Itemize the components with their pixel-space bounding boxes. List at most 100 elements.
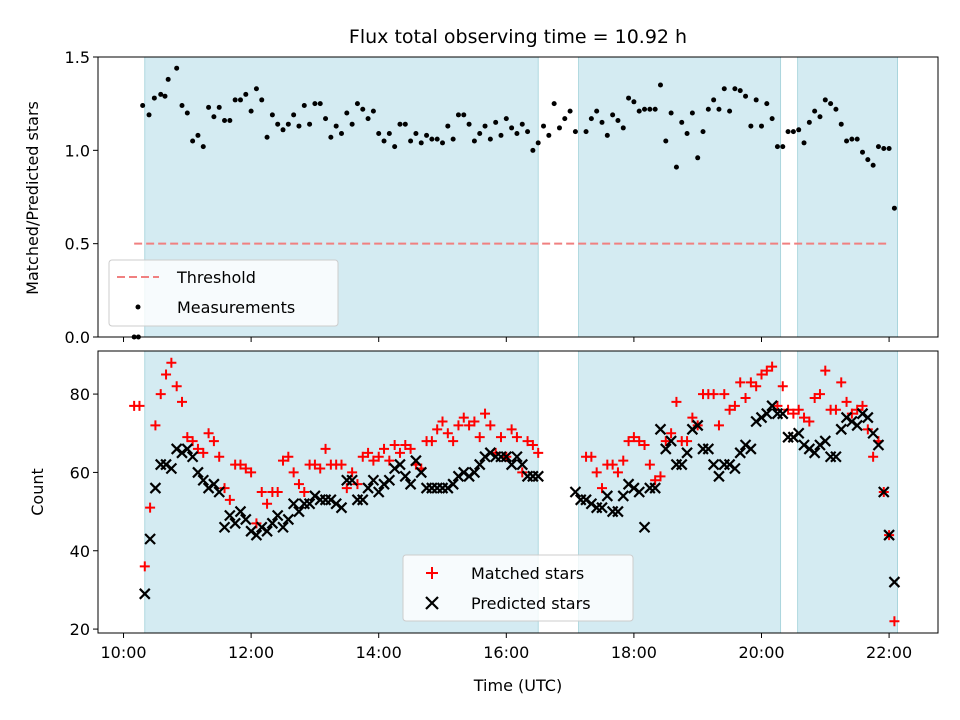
matched-stars-point [171,381,182,392]
measurement-point [275,121,281,127]
predicted-stars-point [287,497,300,510]
matched-stars-point [814,389,825,400]
measurement-point [493,119,499,125]
matched-stars-point [134,400,145,411]
measurement-point [200,144,206,150]
predicted-stars-point [830,450,842,463]
measurement-point [865,157,871,163]
measurement-point [312,101,318,107]
matched-stars-point [278,455,289,466]
measurement-point [349,121,355,127]
predicted-stars-point [367,474,380,487]
measurement-point [801,140,807,146]
matched-stars-point [309,459,320,470]
measurement-point [631,99,637,105]
matched-stars-point [394,447,405,458]
measurement-point [434,136,440,142]
measurement-point [700,129,706,135]
measurement-point [860,149,866,155]
measurements-legend-swatch [135,304,141,310]
measurement-point [269,112,275,118]
measurement-point [165,76,171,82]
matched-stars-point [437,416,448,427]
measurement-point [424,132,430,138]
x-tick-label: 16:00 [483,643,529,662]
matched-stars-point [389,440,400,450]
matched-stars-point [889,616,900,627]
matched-stars-point [506,424,517,435]
matched-stars-point [511,432,522,443]
predicted-stars-point [144,533,156,545]
matched-stars-point [495,432,506,443]
predicted-stars-point [399,470,412,483]
matched-stars-point [591,467,602,478]
matched-stars-point [777,381,788,392]
predicted-stars-point [862,411,874,424]
predicted-stars-point [872,439,885,451]
measurement-point [844,138,850,144]
matched-stars-point [533,447,544,458]
matched-stars-point [634,436,645,447]
matched-stars-point [474,432,485,443]
measurement-point [402,121,408,127]
measurement-point [748,123,754,129]
y-tick-label: 0.0 [65,328,90,347]
measurement-point [487,136,493,142]
measurement-point [604,132,610,138]
measurement-point [195,132,201,138]
measurement-point [466,121,472,127]
measurement-point [211,114,217,120]
matched-stars-point [623,436,634,447]
predicted-stars-point [681,447,693,459]
measurement-point [636,108,642,114]
predicted-stars-point [404,478,417,490]
measurement-point [716,106,722,112]
matched-stars-point [214,451,225,462]
matched-stars-point [480,408,491,419]
measurement-point [615,117,621,123]
x-tick-label: 10:00 [100,643,146,662]
matched-stars-point [644,459,655,470]
matched-stars-point [735,377,746,388]
measurement-point [572,129,578,135]
predicted-stars-point [165,462,178,475]
predicted-stars-point [511,450,523,463]
measurement-point [232,97,238,103]
matched-stars-point [724,404,735,415]
matched-stars-point [299,487,310,497]
measurement-point [886,145,892,151]
measurement-point [891,205,897,211]
measurement-point [626,95,632,101]
matched-stars-point [426,436,437,447]
x-tick-label: 22:00 [866,643,912,662]
measurement-point [365,116,371,122]
predicted-stars-point [766,400,778,412]
predicted-stars-point [851,419,863,432]
measurement-point [519,121,525,127]
measurement-point [222,117,228,123]
predicted-stars-point [293,505,305,518]
measurement-point [461,112,467,118]
matched-stars-point [761,365,772,376]
measurement-point [721,86,727,92]
predicted-stars-point [835,423,848,436]
predicted-stars-point [139,588,151,600]
matched-stars-point [660,436,671,447]
measurement-point [562,116,568,122]
predicted-stars-point [883,529,895,541]
matched-stars-point [485,420,496,431]
observing-window-band [578,56,782,338]
ratio-y-axis-label: Matched/Predicted stars [23,101,42,295]
predicted-stars-point [713,470,725,483]
matched-stars-point [442,428,453,439]
measurement-point [790,129,796,135]
matched-stars-point [256,487,267,497]
measurement-point [583,129,589,135]
measurement-point [291,112,297,118]
predicted-stars-point [250,529,263,541]
measurement-point [753,97,759,103]
measurement-point [413,131,419,137]
predicted-stars-point [383,474,396,487]
matched-stars-point [857,400,868,411]
matched-stars-point [719,389,730,400]
